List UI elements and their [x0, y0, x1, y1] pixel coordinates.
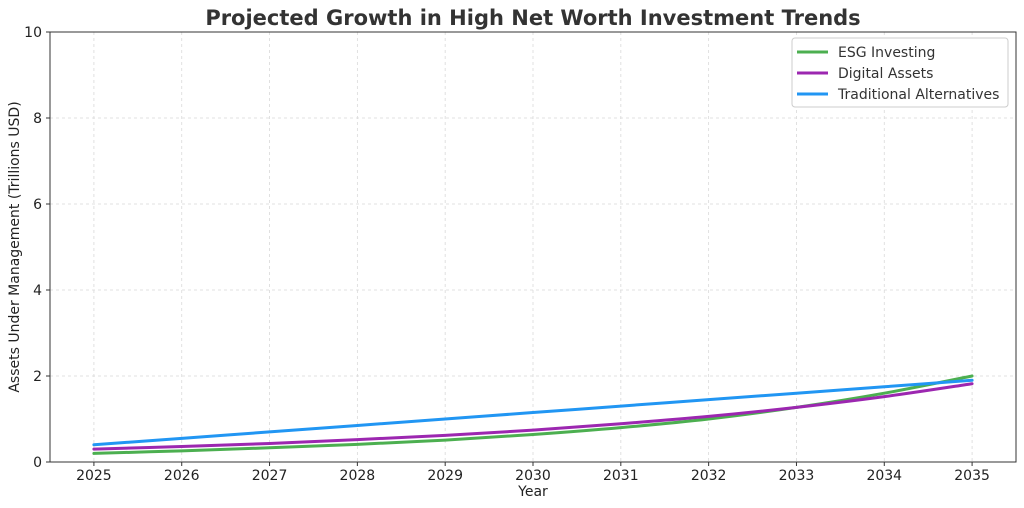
x-axis-label: Year	[517, 484, 548, 500]
y-tick-label: 6	[33, 197, 42, 213]
x-tick-label: 2030	[515, 468, 551, 484]
tick-labels: 2025 2026 2027 2028 2029 2030 2031 2032 2033 2034…	[24, 25, 990, 484]
y-tick-label: 0	[33, 455, 42, 471]
legend-label-digital-assets: Digital Assets	[838, 66, 933, 82]
series-lines	[92, 374, 974, 455]
series-line-digital-assets	[92, 382, 974, 451]
x-tick-label: 2028	[340, 468, 376, 484]
y-tick-label: 4	[33, 283, 42, 299]
x-tick-label: 2025	[76, 468, 112, 484]
x-tick-label: 2032	[691, 468, 727, 484]
x-tick-label: 2034	[866, 468, 902, 484]
legend-label-traditional-alternatives: Traditional Alternatives	[837, 87, 999, 103]
x-tick-label: 2026	[164, 468, 200, 484]
chart-title: Projected Growth in High Net Worth Inves…	[205, 6, 860, 30]
legend-box	[791, 37, 1009, 108]
x-tick-label: 2027	[252, 468, 288, 484]
x-tick-label: 2031	[603, 468, 639, 484]
y-tick-label: 10	[24, 25, 42, 41]
y-tick-label: 2	[33, 369, 42, 385]
axes	[46, 31, 1017, 466]
x-tick-label: 2033	[779, 468, 815, 484]
y-tick-label: 8	[33, 111, 42, 127]
y-axis-label: Assets Under Management (Trillions USD)	[7, 101, 23, 392]
series-line-traditional-alternatives	[92, 378, 974, 447]
x-tick-label: 2029	[427, 468, 463, 484]
legend-label-esg-investing: ESG Investing	[838, 45, 935, 61]
legend: ESG Investing Digital Assets Traditional A…	[791, 37, 1009, 108]
x-tick-label: 2035	[954, 468, 990, 484]
